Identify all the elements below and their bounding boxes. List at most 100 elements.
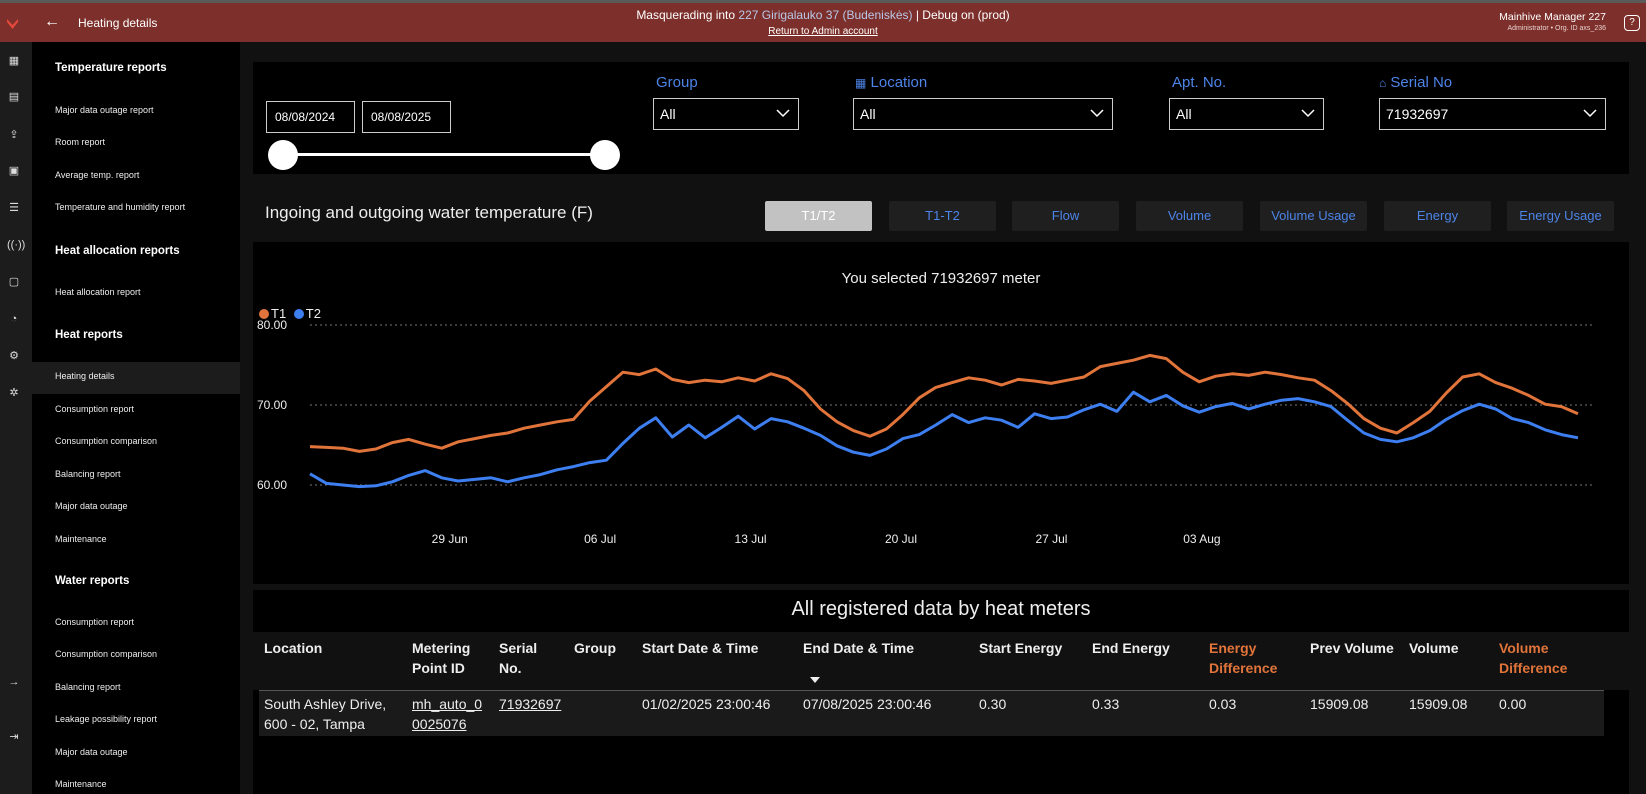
dashboard-icon[interactable]: ▦ bbox=[8, 55, 20, 67]
masquerade-suffix: | Debug on (prod) bbox=[912, 8, 1010, 22]
slider-end-handle[interactable] bbox=[590, 140, 620, 170]
back-arrow-icon[interactable]: ← bbox=[44, 13, 60, 30]
col-volume-difference[interactable]: Volume Difference bbox=[1499, 640, 1568, 676]
sort-desc-icon[interactable] bbox=[810, 677, 820, 683]
chart-title: Ingoing and outgoing water temperature (… bbox=[265, 203, 593, 222]
slider-start-handle[interactable] bbox=[268, 140, 298, 170]
tab-volume[interactable]: Volume bbox=[1136, 201, 1243, 231]
chart-header: Ingoing and outgoing water temperature (… bbox=[253, 188, 1629, 242]
temperature-line-chart[interactable]: 60.00 70.00 80.00 29 Jun 06 Jul 13 Jul 20 Jul 2… bbox=[253, 318, 1629, 584]
sidebar-item-heat-major-data-outage[interactable]: Major data outage bbox=[55, 501, 128, 511]
col-volume[interactable]: Volume bbox=[1409, 640, 1459, 656]
signal-icon[interactable]: ((·)) bbox=[7, 239, 26, 251]
temperature-chart-card: Ingoing and outgoing water temperature (… bbox=[253, 188, 1629, 584]
serial-no-label: ⌂ Serial No bbox=[1379, 74, 1452, 91]
sidebar-item-water-major-data-outage[interactable]: Major data outage bbox=[55, 747, 128, 757]
y-tick-label: 80.00 bbox=[257, 318, 287, 332]
cell-serial-no[interactable]: 71932697 bbox=[499, 696, 562, 712]
user-role: Administrator • Org. ID axs_236 bbox=[1507, 25, 1606, 32]
apt-no-select[interactable]: All bbox=[1169, 98, 1324, 130]
expand-arrow-icon[interactable]: → bbox=[8, 676, 20, 688]
reports-sidebar: Temperature reports Major data outage re… bbox=[32, 42, 240, 794]
t1-legend-dot-icon bbox=[259, 309, 269, 319]
sidebar-item-room-report[interactable]: Room report bbox=[55, 137, 106, 147]
apt-no-value: All bbox=[1176, 106, 1192, 122]
sidebar-item-heating-details[interactable]: Heating details bbox=[55, 371, 115, 381]
tab-t1-t2[interactable]: T1/T2 bbox=[765, 201, 872, 231]
upload-icon[interactable]: ⇪ bbox=[9, 129, 19, 141]
section-temperature-reports: Temperature reports bbox=[55, 62, 167, 74]
bell-icon[interactable]: ◔ bbox=[10, 313, 18, 325]
user-menu[interactable]: Mainhive Manager 227 Administrator • Org… bbox=[1499, 11, 1606, 32]
col-location[interactable]: Location bbox=[264, 640, 323, 656]
table-header-row bbox=[253, 632, 1629, 690]
location-select[interactable]: All bbox=[853, 98, 1113, 130]
tab-energy-usage[interactable]: Energy Usage bbox=[1507, 201, 1614, 231]
sidebar-item-heat-balancing-report[interactable]: Balancing report bbox=[55, 469, 121, 479]
chat-icon[interactable]: ▢ bbox=[8, 276, 20, 288]
top-bar: ← Heating details Masquerading into 227 … bbox=[0, 0, 1646, 42]
tab-flow[interactable]: Flow bbox=[1012, 201, 1119, 231]
group-label: Group bbox=[656, 74, 698, 91]
tab-energy[interactable]: Energy bbox=[1384, 201, 1491, 231]
tab-volume-usage[interactable]: Volume Usage bbox=[1260, 201, 1367, 231]
sidebar-item-water-consumption-report[interactable]: Consumption report bbox=[55, 617, 135, 627]
chart-legend[interactable]: T1 T2 bbox=[259, 306, 321, 321]
masquerade-prefix: Masquerading into bbox=[636, 8, 739, 22]
sidebar-item-heat-consumption-report[interactable]: Consumption report bbox=[55, 404, 135, 414]
date-range-slider[interactable] bbox=[283, 153, 605, 156]
cell-metering-point-id[interactable]: mh_auto_0 0025076 bbox=[412, 696, 483, 732]
sidebar-item-heat-consumption-comparison[interactable]: Consumption comparison bbox=[55, 436, 158, 446]
location-value: All bbox=[860, 106, 876, 122]
inbox-icon[interactable]: ▣ bbox=[8, 165, 20, 177]
col-end-energy[interactable]: End Energy bbox=[1092, 640, 1170, 656]
sidebar-item-average-temp-report[interactable]: Average temp. report bbox=[55, 170, 140, 180]
page-title: Heating details bbox=[78, 16, 158, 30]
y-tick-label: 60.00 bbox=[257, 478, 287, 492]
legend-t1: T1 bbox=[271, 306, 287, 321]
col-prev-volume[interactable]: Prev Volume bbox=[1310, 640, 1394, 656]
date-from-input[interactable]: 08/08/2024 bbox=[266, 101, 355, 133]
sidebar-item-water-maintenance[interactable]: Maintenance bbox=[55, 779, 107, 789]
col-serial-no[interactable]: Serial No. bbox=[499, 640, 538, 676]
integrations-icon[interactable]: ✲ bbox=[9, 387, 19, 399]
icon-rail: ▦ ▤ ⇪ ▣ ☰ ((·)) ▢ ◔ ⚙ ✲ → ⇥ bbox=[0, 42, 32, 794]
x-tick-label: 29 Jun bbox=[432, 532, 468, 546]
col-start-date[interactable]: Start Date & Time bbox=[642, 640, 759, 656]
col-metering-point-id[interactable]: Metering Point ID bbox=[412, 640, 471, 676]
section-water-reports: Water reports bbox=[55, 575, 130, 587]
brand-logo-icon bbox=[7, 19, 18, 29]
group-select[interactable]: All bbox=[653, 98, 799, 130]
cell-energy-difference: 0.03 bbox=[1209, 696, 1237, 712]
list-icon[interactable]: ☰ bbox=[9, 202, 19, 214]
apt-no-label: Apt. No. bbox=[1172, 74, 1227, 91]
sidebar-item-temperature-humidity-report[interactable]: Temperature and humidity report bbox=[55, 202, 186, 212]
sidebar-item-water-balancing-report[interactable]: Balancing report bbox=[55, 682, 121, 692]
date-to-input[interactable]: 08/08/2025 bbox=[362, 101, 451, 133]
chevron-down-icon bbox=[1583, 109, 1597, 118]
sidebar-item-major-data-outage-report[interactable]: Major data outage report bbox=[55, 105, 154, 115]
col-energy-difference[interactable]: Energy Difference bbox=[1209, 640, 1278, 676]
masquerade-target: 227 Girigalauko 37 (Budeniskės) bbox=[738, 8, 913, 22]
sidebar-item-heat-allocation-report[interactable]: Heat allocation report bbox=[55, 287, 141, 297]
series-line-t1[interactable] bbox=[309, 353, 1579, 453]
help-icon[interactable]: ? bbox=[1624, 15, 1640, 31]
filters-panel: 08/08/2024 08/08/2025 Group All ▦ Locati… bbox=[253, 62, 1629, 174]
logout-icon[interactable]: ⇥ bbox=[9, 731, 19, 743]
sidebar-item-water-consumption-comparison[interactable]: Consumption comparison bbox=[55, 649, 158, 659]
building-icon[interactable]: ▤ bbox=[8, 91, 20, 103]
col-group[interactable]: Group bbox=[574, 640, 616, 656]
y-tick-label: 70.00 bbox=[257, 398, 287, 412]
series-line-t2[interactable] bbox=[309, 390, 1579, 489]
sidebar-item-leakage-possibility-report[interactable]: Leakage possibility report bbox=[55, 714, 158, 724]
col-end-date[interactable]: End Date & Time bbox=[803, 640, 914, 656]
gear-icon[interactable]: ⚙ bbox=[9, 350, 19, 362]
serial-no-select[interactable]: 71932697 bbox=[1379, 98, 1606, 130]
selected-meter-message: You selected 71932697 meter bbox=[841, 270, 1041, 287]
tab-t1-minus-t2[interactable]: T1-T2 bbox=[889, 201, 996, 231]
col-start-energy[interactable]: Start Energy bbox=[979, 640, 1063, 656]
chevron-down-icon bbox=[776, 109, 790, 118]
group-value: All bbox=[660, 106, 676, 122]
return-admin-link[interactable]: Return to Admin account bbox=[768, 26, 878, 37]
sidebar-item-heat-maintenance[interactable]: Maintenance bbox=[55, 534, 107, 544]
